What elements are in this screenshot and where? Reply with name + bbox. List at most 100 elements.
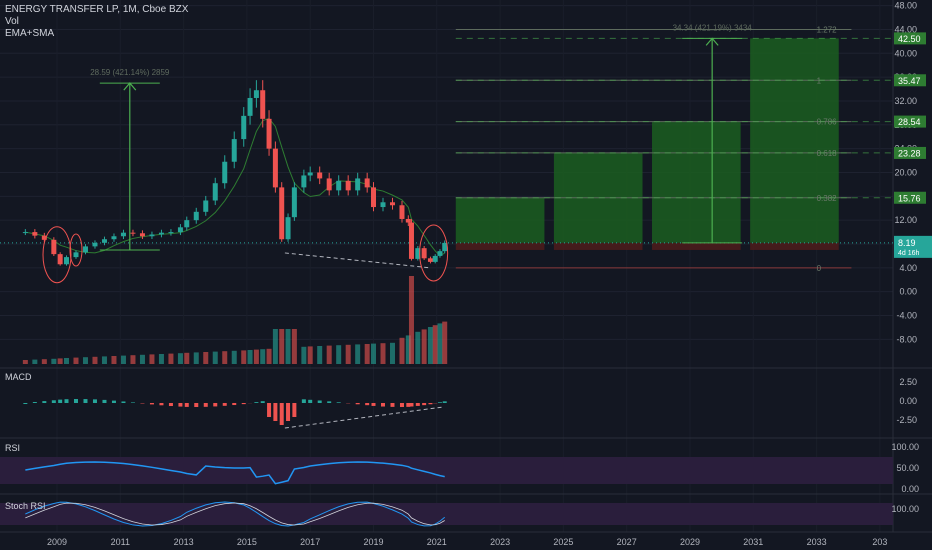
volume-bar: [130, 355, 136, 364]
macd-bar: [428, 403, 433, 405]
volume-bar: [279, 329, 285, 364]
candle-body: [149, 234, 155, 237]
macd-bar: [409, 403, 414, 407]
volume-bar: [421, 329, 427, 364]
macd-bar: [149, 403, 154, 405]
rsi-band: [0, 457, 893, 484]
symbol-title[interactable]: ENERGY TRANSFER LP, 1M, Cboe BZX: [5, 4, 189, 15]
volume-bar: [73, 357, 79, 364]
candles: [22, 80, 448, 266]
macd-bar: [371, 403, 376, 406]
candle-body: [291, 187, 297, 218]
macd-bar: [301, 399, 306, 403]
volume-bar: [193, 352, 199, 364]
rsi-label[interactable]: RSI: [5, 443, 21, 453]
candle-body: [51, 239, 57, 255]
volume-bar: [272, 329, 278, 364]
indicator-label[interactable]: EMA+SMA: [5, 28, 55, 39]
candle-body: [41, 235, 47, 240]
macd-bar: [102, 399, 107, 403]
time-tick: 2031: [743, 537, 763, 547]
macd-bar: [254, 402, 259, 403]
volume-bar: [111, 356, 117, 364]
stoch-band: [0, 503, 893, 525]
candle-body: [111, 236, 117, 240]
trend-line: [284, 252, 431, 269]
price-tag-label: 35.47: [898, 76, 921, 86]
volume-bar: [101, 356, 107, 364]
volume-bar: [326, 345, 332, 364]
volume-bar: [241, 350, 247, 364]
candle-body: [437, 251, 443, 256]
price-tick: 44.00: [894, 24, 917, 34]
macd-bar: [422, 403, 427, 406]
volume-bar: [63, 358, 69, 364]
time-tick: 2027: [617, 537, 637, 547]
price-tick: -4.00: [896, 311, 917, 321]
rsi-tick: 0.00: [901, 484, 919, 494]
macd-label[interactable]: MACD: [5, 372, 32, 382]
macd-bar: [159, 403, 164, 406]
rsi-tick: 50.00: [896, 463, 919, 473]
macd-tick: 2.50: [899, 377, 917, 387]
price-tick: 48.00: [894, 1, 917, 11]
candle-body: [380, 202, 386, 208]
candle-body: [345, 180, 351, 191]
time-tick: 2015: [237, 537, 257, 547]
price-tag: [894, 74, 926, 87]
price-axis: 48.0044.0040.0036.0032.0028.0024.0020.00…: [891, 1, 932, 514]
candle-body: [326, 178, 332, 191]
candle-body: [73, 252, 79, 258]
volume-bar: [427, 327, 433, 364]
time-tick: 2033: [807, 537, 827, 547]
candle-body: [247, 97, 253, 116]
candle-body: [266, 118, 272, 149]
volume-bar: [253, 349, 259, 364]
macd-bar: [273, 403, 278, 421]
macd-bar: [355, 403, 360, 405]
volume-bar: [92, 356, 98, 364]
candle-body: [63, 257, 69, 265]
volume-bar: [317, 346, 323, 364]
macd-bar: [178, 403, 183, 407]
macd-bar: [437, 402, 442, 403]
volume-bar: [231, 350, 237, 364]
vol-label[interactable]: Vol: [5, 16, 19, 27]
volume-bar: [285, 329, 291, 364]
stoch-label[interactable]: Stoch RSI: [5, 501, 46, 511]
macd-bar: [292, 403, 297, 417]
time-tick: 2025: [553, 537, 573, 547]
stoch-tick: 100.00: [891, 504, 919, 514]
time-tick: 2029: [680, 537, 700, 547]
macd-bar: [286, 403, 291, 421]
volume-bar: [184, 352, 190, 364]
price-tick: 32.00: [894, 96, 917, 106]
macd-bar: [111, 400, 116, 403]
measure-label: 34.34 (421.19%) 3434: [673, 23, 753, 32]
volume-bar: [408, 276, 414, 364]
last-price-label: 8.19: [898, 238, 916, 248]
price-tick: 0.00: [899, 287, 917, 297]
volume-bar: [120, 355, 126, 364]
projection-stop-box: [652, 242, 741, 250]
candle-body: [57, 254, 63, 265]
volume-bar: [355, 344, 361, 364]
volume-bar: [266, 348, 272, 364]
candle-body: [336, 180, 342, 191]
macd-bar: [213, 403, 218, 407]
macd-bar: [222, 403, 227, 406]
time-tick: 2023: [490, 537, 510, 547]
candle-body: [222, 161, 228, 184]
candle-body: [317, 172, 323, 179]
price-tick: 40.00: [894, 48, 917, 58]
price-tag: [894, 115, 926, 128]
candle-body: [32, 232, 38, 236]
price-tag-label: 42.50: [898, 34, 921, 44]
last-price-tag: [894, 235, 932, 258]
fib-ratio-label: 1.272: [817, 25, 838, 34]
fib-ratio-label: 0.382: [817, 194, 838, 203]
candle-body: [203, 200, 209, 212]
macd-bar: [267, 403, 272, 417]
candle-body: [193, 211, 199, 221]
